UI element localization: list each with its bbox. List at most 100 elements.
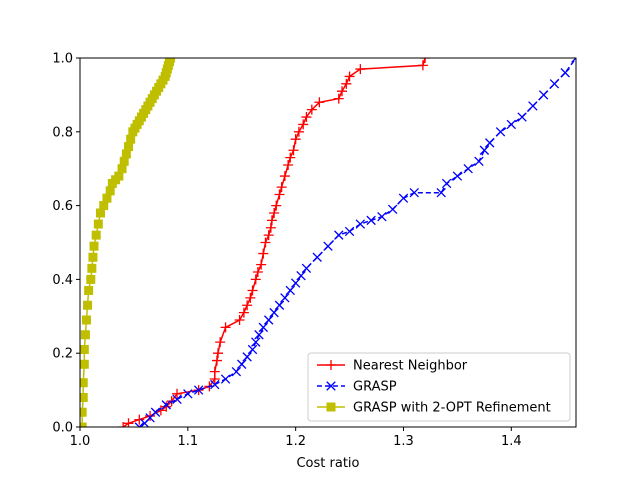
data-point-nearest-neighbor	[417, 60, 428, 71]
data-point-nearest-neighbor	[420, 58, 431, 63]
data-point-nearest-neighbor	[213, 348, 224, 359]
data-point-grasp	[193, 385, 204, 395]
data-point-grasp	[479, 145, 490, 155]
legend-item-grasp-with-2-opt-refinement: GRASP with 2-OPT Refinement	[317, 401, 551, 416]
data-point-grasp-with-2-opt-refinement	[91, 230, 101, 240]
data-point-grasp-with-2-opt-refinement	[99, 201, 109, 211]
data-point-grasp	[220, 374, 231, 384]
data-point-nearest-neighbor	[134, 414, 145, 425]
data-point-grasp	[251, 337, 261, 347]
data-point-grasp	[441, 178, 452, 189]
data-point-nearest-neighbor	[252, 267, 263, 278]
data-point-grasp-with-2-opt-refinement	[105, 186, 115, 196]
data-point-nearest-neighbor	[293, 126, 304, 137]
data-point-nearest-neighbor	[276, 182, 287, 193]
legend-box	[307, 352, 571, 422]
data-point-grasp	[312, 252, 322, 262]
legend-marker-grasp-with-2-opt-refinement	[326, 402, 336, 412]
data-point-grasp-with-2-opt-refinement	[80, 422, 87, 427]
x-tick-label: 1.0	[70, 434, 91, 449]
x-tick-label: 1.4	[501, 434, 522, 449]
data-point-nearest-neighbor	[250, 274, 261, 285]
data-point-grasp-with-2-opt-refinement	[126, 134, 136, 144]
y-tick-label: 0.0	[52, 421, 73, 436]
data-point-grasp-with-2-opt-refinement	[80, 407, 87, 417]
data-point-grasp	[150, 407, 161, 417]
data-point-grasp-with-2-opt-refinement	[119, 156, 129, 166]
data-point-grasp	[355, 219, 366, 229]
data-point-grasp	[263, 315, 274, 325]
data-point-nearest-neighbor	[290, 134, 301, 145]
y-tick-label: 0.2	[52, 347, 73, 362]
data-point-nearest-neighbor	[333, 93, 344, 104]
data-point-grasp	[258, 322, 269, 333]
legend: Nearest Neighbor GRASP GRASP with 2-OPT Re…	[307, 352, 571, 422]
data-point-nearest-neighbor	[301, 112, 312, 123]
x-axis: 1.0 1.1 1.2 1.3 1.4	[70, 427, 522, 449]
data-point-grasp	[280, 293, 290, 303]
data-point-nearest-neighbor	[306, 104, 317, 115]
data-point-grasp	[323, 241, 333, 251]
data-point-nearest-neighbor	[298, 119, 309, 130]
data-point-grasp	[237, 359, 247, 369]
plot-frame	[79, 57, 577, 428]
legend-label-grasp: GRASP	[353, 380, 397, 395]
data-point-grasp-with-2-opt-refinement	[121, 149, 131, 159]
data-point-grasp	[538, 90, 549, 100]
data-point-nearest-neighbor	[314, 97, 325, 108]
x-axis-label: Cost ratio	[296, 456, 359, 471]
data-point-grasp-with-2-opt-refinement	[80, 378, 88, 388]
series-grasp	[134, 58, 576, 427]
data-point-grasp	[161, 400, 171, 410]
data-point-grasp	[254, 330, 264, 340]
data-point-grasp	[463, 163, 473, 174]
x-tick-label: 1.1	[177, 434, 198, 449]
data-point-grasp	[452, 171, 463, 181]
data-point-grasp	[377, 211, 387, 222]
data-point-nearest-neighbor	[344, 71, 355, 82]
data-point-nearest-neighbor	[341, 78, 352, 89]
data-point-grasp	[474, 156, 484, 167]
legend-marker-nearest-neighbor	[326, 360, 336, 370]
data-point-nearest-neighbor	[172, 388, 183, 399]
data-point-nearest-neighbor	[256, 259, 267, 270]
data-point-nearest-neighbor	[279, 171, 290, 182]
legend-marker-grasp	[326, 381, 336, 391]
data-point-grasp-with-2-opt-refinement	[81, 315, 91, 325]
legend-label-grasp-with-2-opt-refinement: GRASP with 2-OPT Refinement	[353, 401, 551, 416]
data-point-grasp	[269, 307, 279, 318]
data-point-grasp	[172, 394, 182, 405]
data-point-grasp	[366, 215, 376, 226]
data-point-grasp	[387, 204, 398, 214]
data-point-grasp-with-2-opt-refinement	[117, 164, 127, 174]
y-axis: 0.0 0.2 0.4 0.6 0.8 1.0	[52, 52, 80, 436]
data-point-grasp	[296, 271, 306, 281]
legend-item-nearest-neighbor: Nearest Neighbor	[317, 359, 468, 374]
series-grasp-with-2-opt-refinement	[80, 58, 176, 427]
data-point-grasp	[436, 187, 446, 198]
legend-label-nearest-neighbor: Nearest Neighbor	[353, 359, 468, 374]
data-point-nearest-neighbor	[245, 292, 256, 303]
data-point-grasp	[344, 226, 355, 237]
data-point-grasp	[134, 422, 145, 427]
data-point-grasp-with-2-opt-refinement	[88, 252, 98, 262]
data-point-nearest-neighbor	[242, 300, 253, 311]
data-point-nearest-neighbor	[238, 307, 249, 318]
data-point-grasp-with-2-opt-refinement	[89, 241, 99, 251]
data-point-nearest-neighbor	[269, 207, 280, 218]
data-point-grasp-with-2-opt-refinement	[80, 392, 88, 402]
data-point-nearest-neighbor	[145, 410, 156, 421]
data-point-grasp	[301, 263, 312, 274]
data-point-grasp	[495, 127, 506, 137]
data-point-nearest-neighbor	[337, 86, 348, 97]
data-point-nearest-neighbor	[234, 314, 245, 325]
data-point-grasp	[517, 112, 527, 122]
data-point-grasp	[485, 138, 495, 148]
data-point-nearest-neighbor	[288, 145, 299, 156]
y-tick-label: 1.0	[52, 52, 73, 67]
data-point-grasp	[247, 344, 258, 355]
data-point-grasp-with-2-opt-refinement	[80, 359, 89, 369]
data-point-nearest-neighbor	[220, 322, 231, 333]
data-point-grasp	[242, 352, 252, 362]
data-point-nearest-neighbor	[247, 285, 258, 296]
